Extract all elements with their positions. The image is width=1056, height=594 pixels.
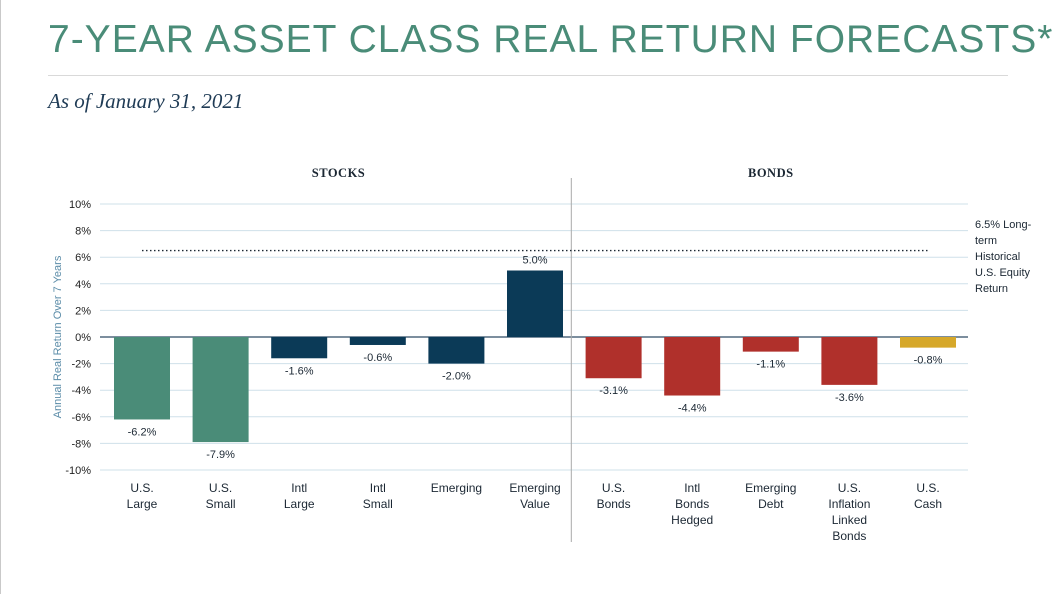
page-subtitle: As of January 31, 2021 [48,89,244,113]
x-category-label: Bonds [675,497,709,511]
bar-value-label: -7.9% [206,449,235,461]
group-header: STOCKS [312,166,366,180]
x-category-label: Bonds [832,529,866,543]
x-category-label: Emerging [431,481,482,495]
x-category-label: U.S. [916,481,939,495]
bar-value-label: -3.1% [599,385,628,397]
x-category-label: Large [127,497,158,511]
bar [900,337,956,348]
title-divider [48,75,1008,76]
x-category-label: U.S. [838,481,861,495]
bar [742,337,799,352]
x-category-label: Hedged [671,513,713,527]
reference-line-label: Return [975,283,1008,295]
bar-value-label: -3.6% [835,392,864,404]
bar-value-label: -6.2% [128,426,157,438]
y-tick-label: -10% [65,465,91,477]
reference-line-label: term [975,235,997,247]
bar-chart: 10% 8% 6% 4% 2% 0% -2% -4% -6% -8% -10% Annual Real… [52,166,1032,543]
bar-value-label: -1.1% [756,359,785,371]
y-tick-label: -4% [71,385,91,397]
x-category-label: U.S. [602,481,625,495]
bar-value-label: -0.6% [363,352,392,364]
x-category-label: Emerging [509,481,560,495]
y-tick-label: 8% [75,226,91,238]
bar-value-label: -1.6% [285,365,314,377]
x-category-label: U.S. [209,481,232,495]
bar [271,337,328,359]
x-category-label: Intl [370,481,386,495]
bar-value-label: -2.0% [442,371,471,383]
x-category-label: Linked [832,513,867,527]
x-category-label: Value [520,497,550,511]
bar [192,337,249,443]
y-tick-label: 2% [75,305,91,317]
bar [821,337,878,385]
bar [664,337,721,396]
x-category-label: Intl [291,481,307,495]
x-category-label: U.S. [130,481,153,495]
bar-value-label: 5.0% [522,255,547,267]
x-category-label: Small [363,497,393,511]
x-category-label: Cash [914,497,942,511]
bar-value-label: -0.8% [914,355,943,367]
y-tick-label: -8% [71,438,91,450]
page-title: 7-YEAR ASSET CLASS REAL RETURN FORECASTS… [48,18,1054,61]
page-border [0,0,1,594]
x-category-label: Small [206,497,236,511]
reference-line-label: Historical [975,251,1020,263]
x-category-label: Large [284,497,315,511]
bar [428,337,485,364]
y-tick-label: -6% [71,412,91,424]
x-category-label: Emerging [745,481,796,495]
group-header: BONDS [748,166,794,180]
x-category-label: Debt [758,497,784,511]
y-tick-label: 0% [75,332,91,344]
y-tick-label: 10% [69,199,91,211]
bar [507,270,563,337]
bar [585,337,642,379]
y-axis-label: Annual Real Return Over 7 Years [52,255,64,418]
x-category-label: Inflation [828,497,870,511]
reference-line-label: U.S. Equity [975,267,1031,279]
bar [349,337,406,345]
reference-line-label: 6.5% Long- [975,219,1032,231]
x-category-label: Intl [684,481,700,495]
bar [114,337,170,420]
y-tick-label: 4% [75,279,91,291]
x-category-label: Bonds [597,497,631,511]
y-tick-label: -2% [71,359,91,371]
bar-value-label: -4.4% [678,403,707,415]
y-tick-label: 6% [75,252,91,264]
